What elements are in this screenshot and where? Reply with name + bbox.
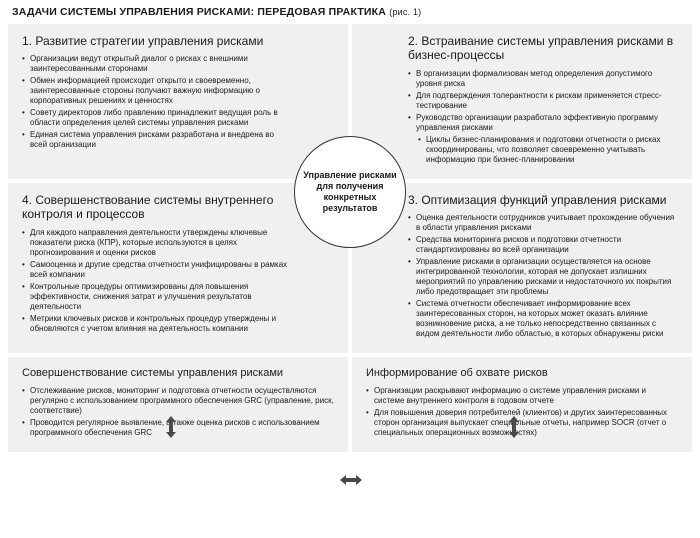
q2-title: 2. Встраивание системы управления рискам… xyxy=(408,34,678,63)
list-item: Управление рисками в организации осущест… xyxy=(408,257,678,297)
list-item: Самооценка и другие средства отчетности … xyxy=(22,260,292,280)
b2-list: Организации раскрывают информацию о сист… xyxy=(366,386,678,438)
header-title: ЗАДАЧИ СИСТЕМЫ УПРАВЛЕНИЯ РИСКАМИ: ПЕРЕД… xyxy=(12,6,386,18)
list-item: Оценка деятельности сотрудников учитывае… xyxy=(408,213,678,233)
list-item: Система отчетности обеспечивает информир… xyxy=(408,299,678,339)
header-sub: (рис. 1) xyxy=(389,7,421,17)
q2-sublist: Циклы бизнес-планирования и подготовки о… xyxy=(418,135,678,165)
q2-list: В организации формализован метод определ… xyxy=(408,69,678,133)
list-item: Метрики ключевых рисков и контрольных пр… xyxy=(22,314,292,334)
panel-q1: 1. Развитие стратегии управления рисками… xyxy=(8,24,348,179)
arrow-vertical-icon xyxy=(165,416,177,438)
b1-title: Совершенствование системы управления рис… xyxy=(22,367,334,380)
q1-title: 1. Развитие стратегии управления рисками xyxy=(22,34,292,48)
q3-list: Оценка деятельности сотрудников учитывае… xyxy=(408,213,678,339)
page-header: ЗАДАЧИ СИСТЕМЫ УПРАВЛЕНИЯ РИСКАМИ: ПЕРЕД… xyxy=(0,0,700,22)
panel-b1: Совершенствование системы управления рис… xyxy=(8,357,348,452)
list-item: Циклы бизнес-планирования и подготовки о… xyxy=(418,135,678,165)
b2-title: Информирование об охвате рисков xyxy=(366,367,678,380)
q3-title: 3. Оптимизация функций управления рискам… xyxy=(408,193,678,207)
list-item: В организации формализован метод определ… xyxy=(408,69,678,89)
list-item: Контрольные процедуры оптимизированы для… xyxy=(22,282,292,312)
list-item: Отслеживание рисков, мониторинг и подгот… xyxy=(22,386,334,416)
list-item: Для подтверждения толерантности к рискам… xyxy=(408,91,678,111)
list-item: Обмен информацией происходит открыто и с… xyxy=(22,76,292,106)
list-item: Руководство организации разработало эффе… xyxy=(408,113,678,133)
center-label: Управление рисками для получения конкрет… xyxy=(303,170,397,215)
q1-list: Организации ведут открытый диалог о риск… xyxy=(22,54,292,150)
list-item: Проводится регулярное выявление, а также… xyxy=(22,418,334,438)
list-item: Совету директоров либо правлению принадл… xyxy=(22,108,292,128)
list-item: Средства мониторинга рисков и подготовки… xyxy=(408,235,678,255)
list-item: Для каждого направления деятельности утв… xyxy=(22,228,292,258)
arrow-horizontal-icon xyxy=(340,474,362,486)
list-item: Единая система управления рисками разраб… xyxy=(22,130,292,150)
center-circle: Управление рисками для получения конкрет… xyxy=(294,136,406,248)
panel-q2: 2. Встраивание системы управления рискам… xyxy=(352,24,692,179)
arrow-vertical-icon xyxy=(508,416,520,438)
list-item: Организации ведут открытый диалог о риск… xyxy=(22,54,292,74)
q4-title: 4. Совершенствование системы внутреннего… xyxy=(22,193,292,222)
list-item: Для повышения доверия потребителей (клие… xyxy=(366,408,678,438)
b1-list: Отслеживание рисков, мониторинг и подгот… xyxy=(22,386,334,438)
panel-b2: Информирование об охвате рисков Организа… xyxy=(352,357,692,452)
q4-list: Для каждого направления деятельности утв… xyxy=(22,228,292,334)
list-item: Организации раскрывают информацию о сист… xyxy=(366,386,678,406)
